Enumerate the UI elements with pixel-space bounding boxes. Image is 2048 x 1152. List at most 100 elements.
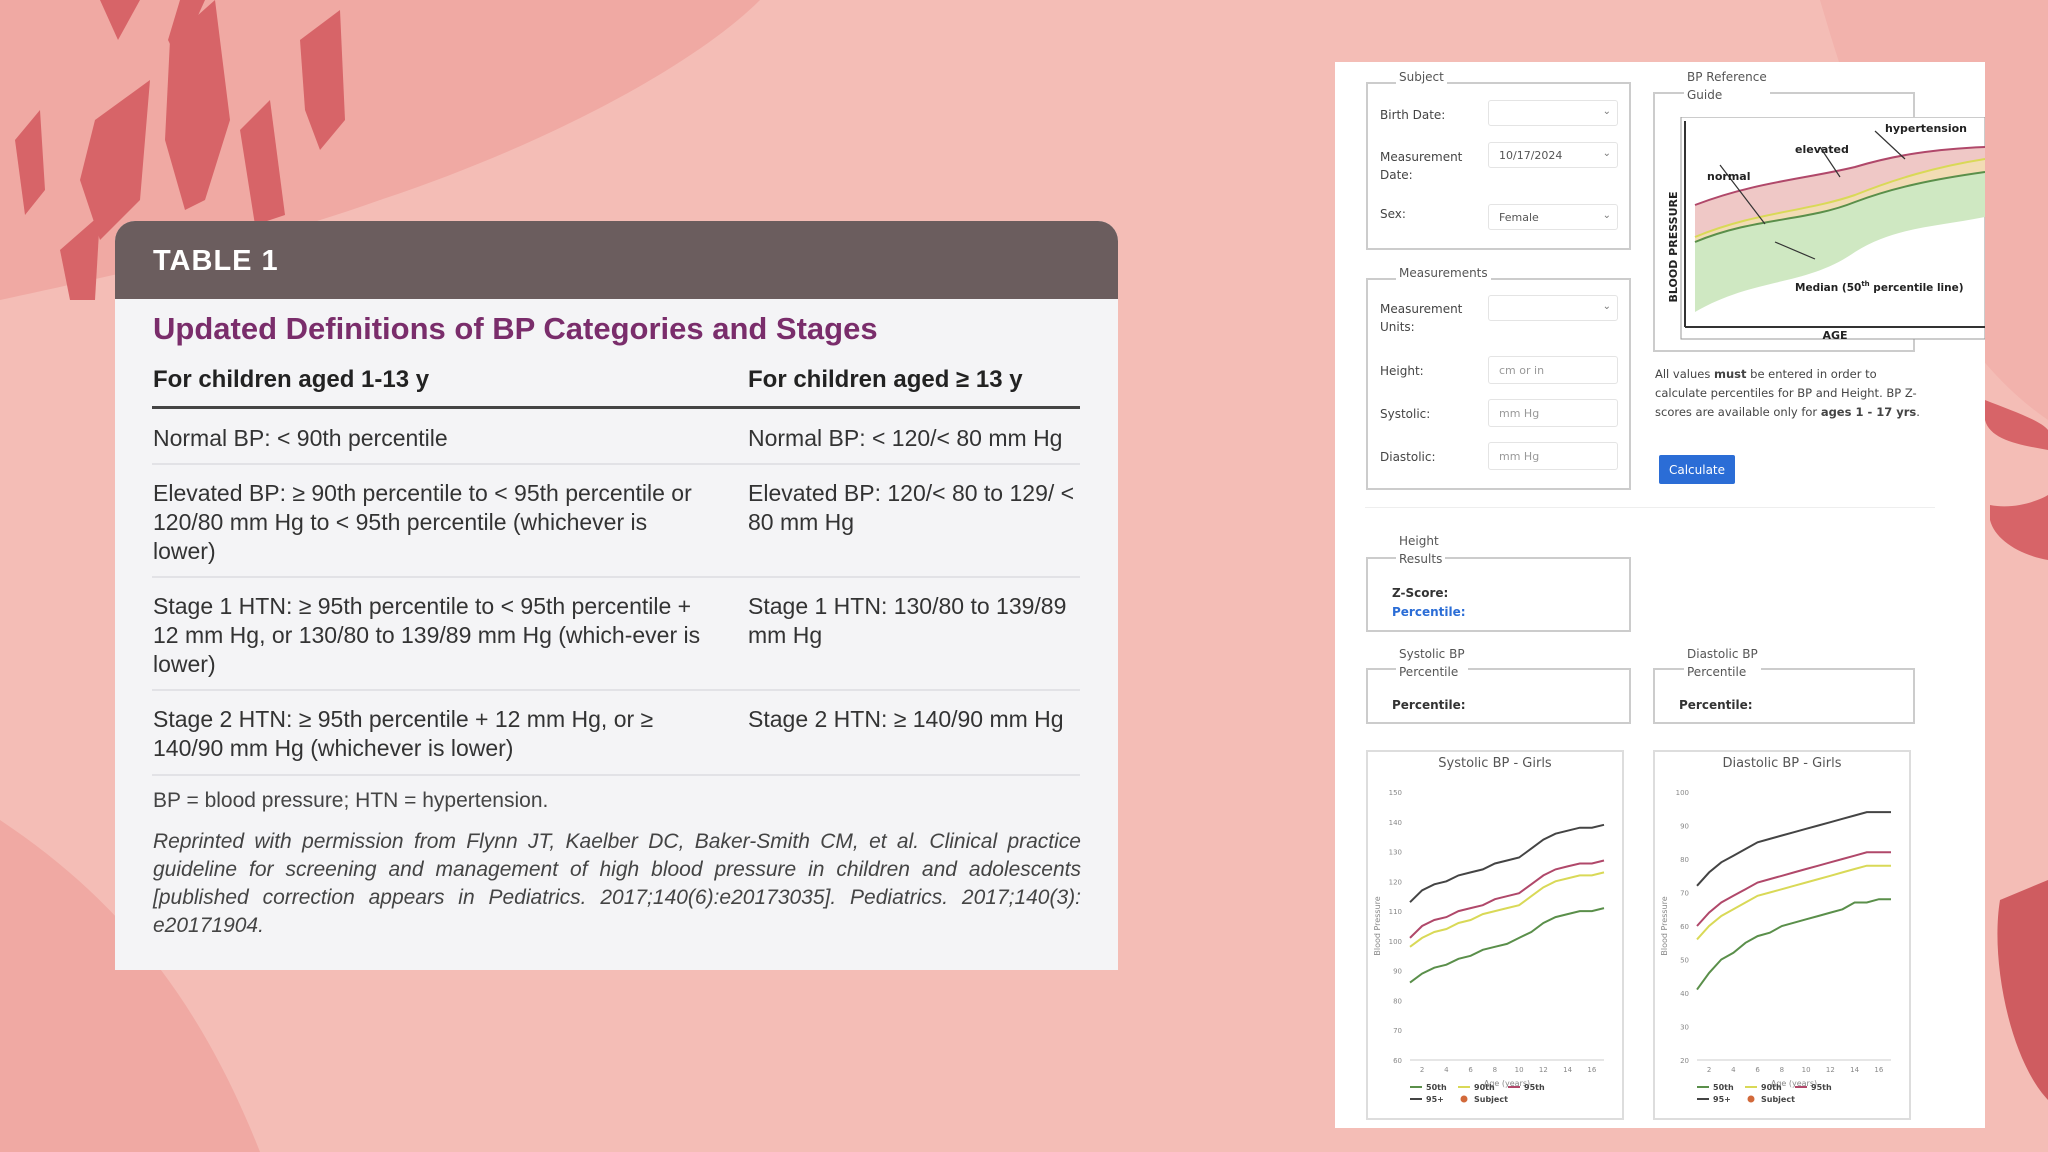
table-title: Updated Definitions of BP Categories and…: [153, 311, 878, 346]
bp-reference-legend-line2: Guide: [1687, 88, 1723, 102]
systolic-bp-chart: 60 70 80 90 100 110 120 130 140 150 2 4 6 8 10 12 14 16 Ag…: [1373, 789, 1605, 1104]
measurements-legend: Measurements: [1396, 264, 1491, 282]
table-footnote: BP = blood pressure; HTN = hypertension.: [153, 789, 549, 812]
legend-label: 90th: [1474, 1083, 1495, 1092]
bp-calculator-panel: Subject Birth Date: ⌄ Measurement Date: …: [1335, 62, 1985, 1128]
x-axis-label: Age (years): [1771, 1079, 1817, 1088]
x-tick-label: 10: [1515, 1066, 1524, 1074]
normal-label: normal: [1707, 170, 1750, 183]
x-tick-label: 6: [1468, 1066, 1473, 1074]
note-text: .: [1916, 405, 1920, 419]
diastolic-chart-box: Diastolic BP - Girls 20 30 40 50 60 70 80 90 100…: [1653, 750, 1911, 1120]
note-text: be entered in order to calculate percent…: [1655, 367, 1917, 419]
chevron-down-icon: ⌄: [1602, 210, 1611, 221]
diastolic-percentile-label: Percentile:: [1679, 698, 1753, 712]
bp-reference-legend-line1: BP Reference: [1687, 70, 1767, 84]
x-tick-label: 4: [1444, 1066, 1449, 1074]
table-header: TABLE 1: [115, 221, 1118, 299]
legend-marker: [1747, 1095, 1755, 1103]
diastolic-chart-title: Diastolic BP - Girls: [1722, 756, 1842, 771]
table-row: Stage 1 HTN: ≥ 95th percentile to < 95th…: [152, 578, 1080, 691]
y-tick-label: 150: [1389, 789, 1402, 797]
measurement-units-label: Measurement Units:: [1380, 300, 1462, 336]
legend-label: 95th: [1524, 1083, 1545, 1092]
series-line-90th: [1696, 864, 1891, 941]
legend-label: Subject: [1761, 1095, 1795, 1104]
diastolic-label: Diastolic:: [1380, 450, 1436, 464]
calculate-button[interactable]: Calculate: [1659, 455, 1735, 484]
instruction-note: All values must be entered in order to c…: [1655, 365, 1925, 422]
y-tick-label: 90: [1393, 968, 1402, 976]
x-tick-label: 2: [1420, 1066, 1424, 1074]
sex-label: Sex:: [1380, 207, 1406, 221]
bp-reference-diagram: hypertension elevated normal BLOOD PRESS…: [1667, 117, 1985, 342]
systolic-results-legend: Systolic BP Percentile: [1396, 645, 1468, 681]
table-cell: Normal BP: < 90th percentile: [153, 425, 448, 451]
y-axis-label: BLOOD PRESSURE: [1667, 192, 1680, 303]
height-label: Height:: [1380, 364, 1424, 378]
height-input[interactable]: [1488, 356, 1618, 384]
median-label-sup: th: [1861, 280, 1869, 288]
diastolic-input[interactable]: [1488, 442, 1618, 470]
y-tick-label: 70: [1393, 1027, 1402, 1035]
x-tick-label: 8: [1493, 1066, 1497, 1074]
table-row: Normal BP: < 90th percentile Normal BP: …: [152, 410, 1080, 465]
column-header-1-13: For children aged 1-13 y: [153, 366, 430, 393]
median-label-end: percentile line): [1870, 282, 1964, 294]
systolic-chart-title: Systolic BP - Girls: [1438, 756, 1552, 771]
x-tick-label: 14: [1850, 1066, 1859, 1074]
measurement-units-label-line1: Measurement: [1380, 302, 1463, 316]
diastolic-bp-chart: 20 30 40 50 60 70 80 90 100 2 4 6 8 10 12 14 16 Age (year…: [1660, 789, 1891, 1104]
y-axis-label: Blood Pressure: [1660, 896, 1669, 955]
sex-value: Female: [1499, 211, 1539, 224]
series-line-50th: [1409, 907, 1605, 984]
chevron-down-icon: ⌄: [1602, 301, 1611, 312]
x-tick-label: 12: [1539, 1066, 1548, 1074]
table-cell: Elevated BP: ≥ 90th percentile to < 95th…: [153, 480, 692, 564]
systolic-results-legend-line1: Systolic BP: [1399, 647, 1465, 661]
series-line-95: [1696, 811, 1891, 887]
hypertension-label: hypertension: [1885, 122, 1967, 135]
legend-label: 95+: [1713, 1095, 1731, 1104]
x-tick-label: 4: [1731, 1066, 1736, 1074]
x-tick-label: 12: [1826, 1066, 1835, 1074]
y-tick-label: 140: [1389, 819, 1402, 827]
systolic-results-fieldset: [1366, 668, 1631, 724]
bp-table-card: TABLE 1 Updated Definitions of BP Catego…: [115, 221, 1118, 970]
table-row: Elevated BP: ≥ 90th percentile to < 95th…: [152, 465, 1080, 578]
note-bold: must: [1713, 367, 1747, 381]
measurement-date-label: Measurement Date:: [1380, 148, 1462, 184]
y-tick-label: 100: [1676, 789, 1689, 797]
y-tick-label: 30: [1680, 1024, 1689, 1032]
measurement-date-value: 10/17/2024: [1499, 149, 1563, 162]
note-text: All values: [1655, 367, 1714, 381]
legend-label: 95+: [1426, 1095, 1444, 1104]
x-axis-label: AGE: [1822, 329, 1847, 342]
x-tick-label: 14: [1563, 1066, 1572, 1074]
y-tick-label: 100: [1389, 938, 1402, 946]
x-tick-label: 2: [1707, 1066, 1711, 1074]
diastolic-results-fieldset: [1653, 668, 1915, 724]
height-results-legend: Height Results: [1396, 532, 1446, 568]
table-cell: Elevated BP: 120/< 80 to 129/ < 80 mm Hg: [748, 480, 1075, 535]
diastolic-results-legend: Diastolic BP Percentile: [1684, 645, 1761, 681]
measurement-units-select[interactable]: ⌄: [1488, 295, 1618, 321]
x-tick-label: 6: [1755, 1066, 1760, 1074]
legend-label: 90th: [1761, 1083, 1782, 1092]
y-tick-label: 90: [1680, 823, 1689, 831]
subject-legend: Subject: [1396, 68, 1447, 86]
y-tick-label: 130: [1389, 849, 1402, 857]
series-line-95: [1409, 823, 1605, 903]
birth-date-select[interactable]: ⌄: [1488, 100, 1618, 126]
series-line-90th: [1409, 871, 1605, 948]
height-percentile-label: Percentile:: [1392, 605, 1466, 619]
y-axis-label: Blood Pressure: [1373, 896, 1382, 955]
systolic-input[interactable]: [1488, 399, 1618, 427]
elevated-label: elevated: [1795, 143, 1849, 156]
sex-select[interactable]: Female ⌄: [1488, 204, 1618, 230]
measurement-date-select[interactable]: 10/17/2024 ⌄: [1488, 142, 1618, 168]
y-tick-label: 70: [1680, 890, 1689, 898]
x-tick-label: 16: [1587, 1066, 1596, 1074]
legend-label: 95th: [1811, 1083, 1832, 1092]
height-results-legend-line2: Results: [1399, 552, 1443, 566]
